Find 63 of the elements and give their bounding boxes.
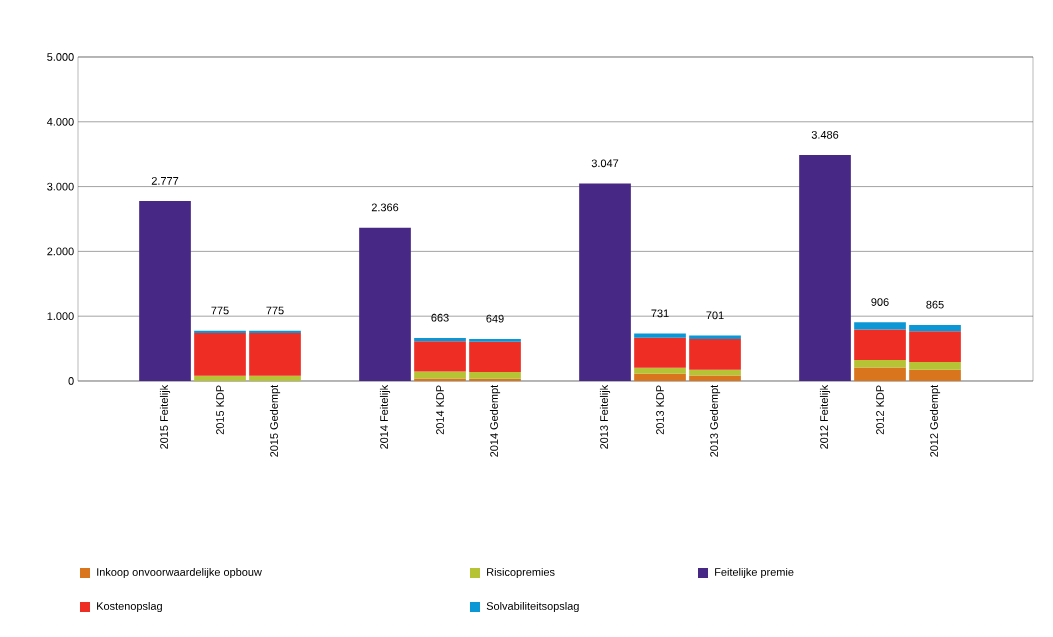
bar <box>414 378 466 381</box>
total-label: 3.486 <box>811 130 839 139</box>
bar <box>799 155 851 381</box>
bar <box>139 201 191 381</box>
y-tick-label: 5.000 <box>47 53 74 61</box>
bar <box>689 338 741 370</box>
bar <box>469 341 521 372</box>
x-tick-label: 2014 Gedempt <box>489 384 501 457</box>
bar <box>634 333 686 338</box>
total-label: 701 <box>706 311 724 320</box>
bar <box>249 375 301 381</box>
y-tick-label: 3.000 <box>47 182 74 191</box>
legend-label: Solvabiliteitsopslag <box>486 601 579 613</box>
x-tick-label: 2015 KDP <box>216 385 224 435</box>
bar <box>634 367 686 374</box>
bar <box>414 338 466 342</box>
total-label: 2.777 <box>151 177 179 185</box>
legend-label: Inkoop onvoorwaardelijke opbouw <box>97 567 262 579</box>
bar <box>909 324 961 332</box>
x-tick-label: 2012 KDP <box>876 385 884 435</box>
x-tick-label: 2013 Feitelijk <box>599 384 611 449</box>
bar <box>469 371 521 379</box>
total-label: 649 <box>486 314 504 323</box>
bar <box>909 369 961 381</box>
x-tick-label: 2014 Feitelijk <box>379 384 391 449</box>
x-tick-label: 2015 Feitelijk <box>159 384 171 449</box>
bar <box>469 338 521 342</box>
bar <box>194 333 246 376</box>
bar <box>194 375 246 381</box>
bar <box>909 331 961 363</box>
x-tick-label: 2012 Gedempt <box>929 384 941 457</box>
x-tick-label: 2015 Gedempt <box>269 384 281 457</box>
total-label: 906 <box>871 298 889 306</box>
total-label: 775 <box>266 306 284 315</box>
bar <box>249 333 301 376</box>
bar <box>854 322 906 330</box>
total-label: 775 <box>211 306 229 315</box>
bar <box>854 360 906 368</box>
bar <box>854 329 906 361</box>
x-tick-label: 2014 KDP <box>436 385 444 435</box>
y-tick-label: 0 <box>68 377 74 385</box>
legend-label: Kostenopslag <box>97 601 162 613</box>
x-tick-label: 2013 Gedempt <box>709 384 721 457</box>
total-label: 663 <box>431 313 449 322</box>
legend-label: Risicopremies <box>487 567 555 579</box>
bar <box>414 341 466 372</box>
bar <box>854 367 906 381</box>
total-label: 2.366 <box>371 203 399 212</box>
total-label: 865 <box>926 300 944 309</box>
y-tick-label: 2.000 <box>47 247 74 256</box>
bar <box>579 183 631 381</box>
x-tick-label: 2012 Feitelijk <box>819 384 831 449</box>
y-tick-label: 4.000 <box>46 117 74 126</box>
total-label: 3.047 <box>591 159 619 168</box>
bar <box>689 375 741 381</box>
bar <box>634 337 686 368</box>
y-tick-label: 1.000 <box>47 312 74 321</box>
legend-label: Feitelijke premie <box>715 567 794 579</box>
bar <box>634 373 686 381</box>
bar <box>909 362 961 370</box>
x-tick-label: 2013 KDP <box>656 385 664 435</box>
total-label: 731 <box>651 309 669 318</box>
bar <box>359 227 411 381</box>
